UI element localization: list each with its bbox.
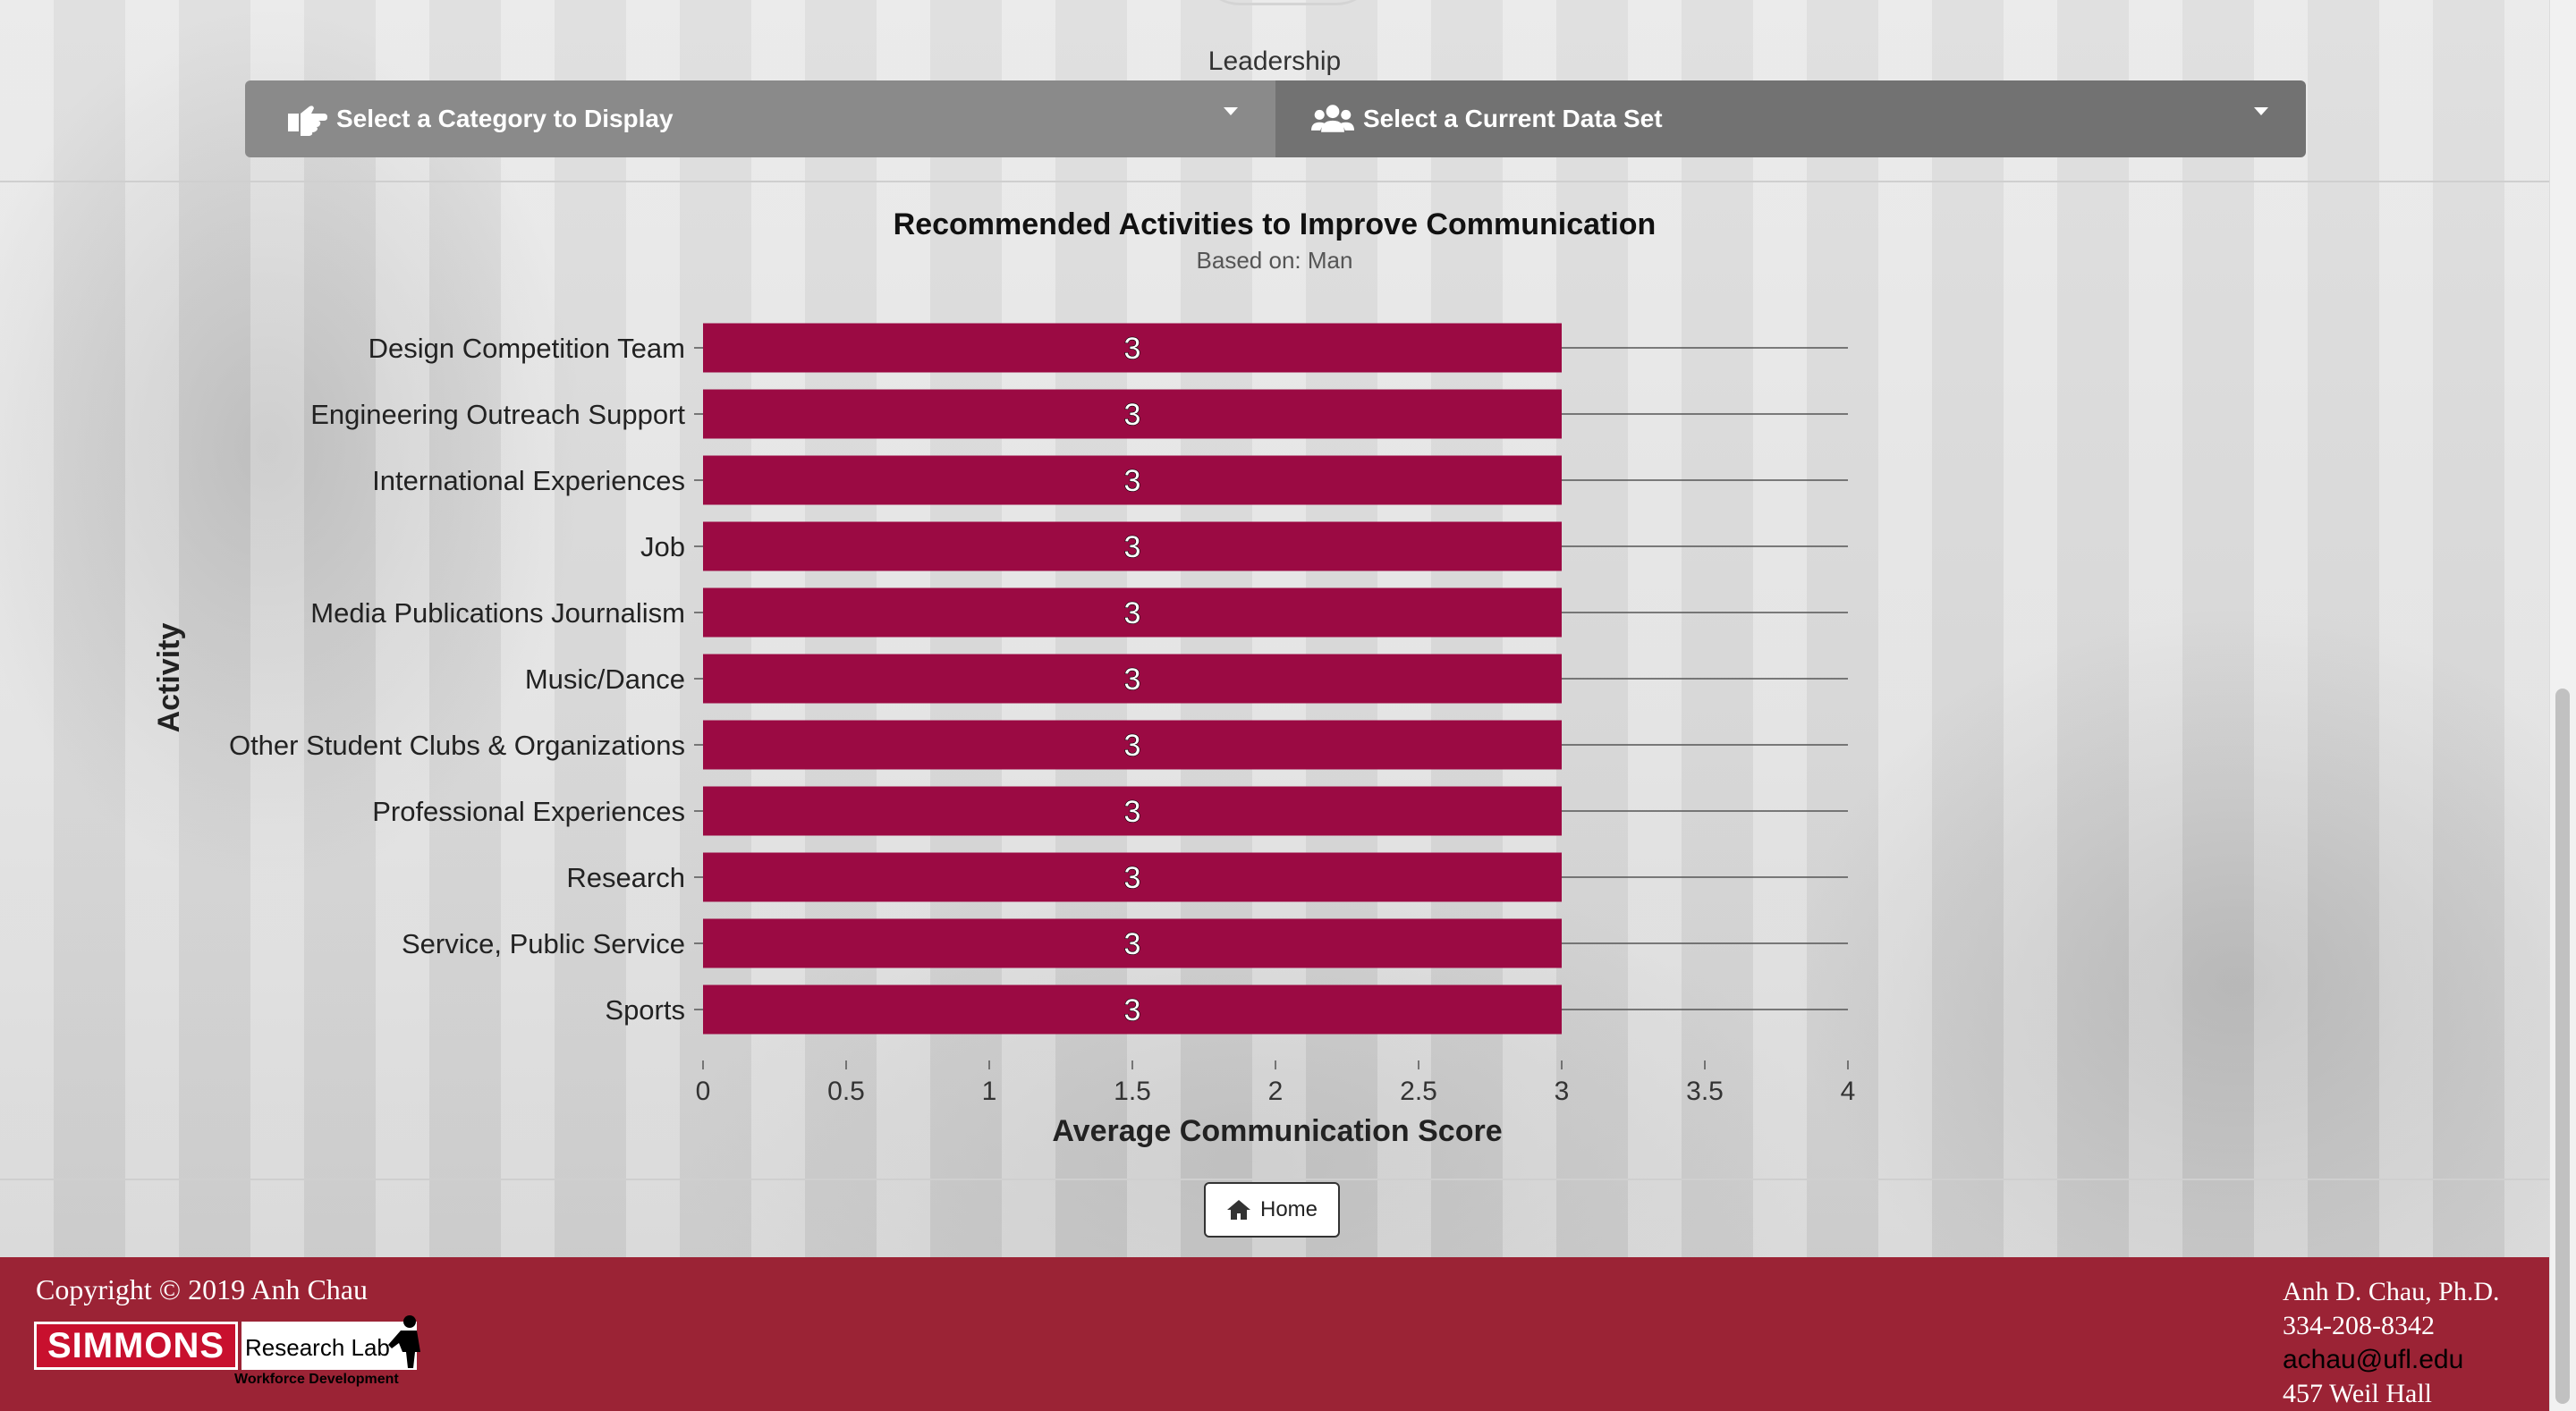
- x-tick-label: 1: [982, 1077, 997, 1106]
- scrollbar-thumb[interactable]: [2555, 689, 2570, 1404]
- person-icon: [388, 1315, 420, 1368]
- pointing-hand-icon: [288, 106, 327, 136]
- x-tick-label: 2: [1268, 1077, 1284, 1106]
- x-axis-title: Average Communication Score: [1052, 1114, 1502, 1148]
- bar-value-label: 3: [1124, 663, 1141, 697]
- category-label: Research: [566, 862, 685, 893]
- category-dropdown-label: Select a Category to Display: [336, 105, 674, 132]
- bar-value-label: 3: [1124, 332, 1141, 366]
- bar[interactable]: [703, 323, 1562, 373]
- bar[interactable]: [703, 587, 1562, 638]
- bar-value-label: 3: [1124, 530, 1141, 564]
- category-label: Design Competition Team: [369, 333, 685, 364]
- home-button-label: Home: [1259, 1197, 1318, 1221]
- logo-subtitle: Workforce Development: [234, 1372, 399, 1387]
- bar-value-label: 3: [1124, 729, 1141, 763]
- selector-bar: Select a Category to Display Select a Cu…: [245, 80, 2306, 157]
- category-dropdown[interactable]: Select a Category to Display: [245, 80, 1275, 157]
- contact-info: Anh D. Chau, Ph.D. 334-208-8342 achau@uf…: [2283, 1275, 2500, 1411]
- contact-phone: 334-208-8342: [2283, 1311, 2435, 1340]
- contact-email-link[interactable]: achau@ufl.edu: [2283, 1345, 2464, 1374]
- chart-subtitle: Based on: Man: [1196, 247, 1353, 274]
- category-label: Music/Dance: [525, 663, 685, 695]
- bar-value-label: 3: [1124, 398, 1141, 432]
- category-label: Sports: [605, 994, 685, 1026]
- bar[interactable]: [703, 455, 1562, 505]
- bar[interactable]: [703, 852, 1562, 902]
- bar[interactable]: [703, 984, 1562, 1035]
- footer: Copyright © 2019 Anh Chau SIMMONS Resear…: [0, 1257, 2549, 1411]
- bar-value-label: 3: [1124, 596, 1141, 630]
- logo-lab-name: Research Lab: [242, 1322, 417, 1370]
- category-label: International Experiences: [372, 465, 685, 496]
- users-icon: [1311, 105, 1354, 132]
- bar-value-label: 3: [1124, 795, 1141, 829]
- bar[interactable]: [703, 786, 1562, 836]
- chevron-down-icon: [2254, 107, 2268, 115]
- category-label: Other Student Clubs & Organizations: [229, 730, 685, 761]
- x-tick-label: 2.5: [1400, 1077, 1437, 1106]
- y-axis-title: Activity: [152, 623, 186, 733]
- category-label: Job: [640, 531, 685, 562]
- section-label: Leadership: [1208, 46, 1342, 76]
- bar[interactable]: [703, 918, 1562, 968]
- bar-chart: Design Competition Team Engineering Outre…: [152, 323, 1856, 1148]
- home-icon: [1226, 1200, 1250, 1220]
- contact-name: Anh D. Chau, Ph.D.: [2283, 1277, 2500, 1306]
- category-label: Service, Public Service: [402, 928, 685, 959]
- x-tick-label: 0: [696, 1077, 711, 1106]
- category-label: Media Publications Journalism: [310, 597, 685, 629]
- home-button[interactable]: Home: [1204, 1182, 1340, 1238]
- bar-value-label: 3: [1124, 927, 1141, 961]
- x-tick-label: 0.5: [827, 1077, 865, 1106]
- bar[interactable]: [703, 720, 1562, 770]
- simmons-lab-logo: SIMMONS Research Lab Workforce Developme…: [34, 1313, 445, 1402]
- copyright-text: Copyright © 2019 Anh Chau: [36, 1273, 368, 1305]
- bar[interactable]: [703, 521, 1562, 571]
- decorative-arc: [1199, 0, 1377, 5]
- divider: [0, 181, 2549, 182]
- chart-title: Recommended Activities to Improve Commun…: [893, 207, 1657, 241]
- logo-brand: SIMMONS: [34, 1322, 238, 1370]
- bar-value-label: 3: [1124, 993, 1141, 1027]
- category-label: Professional Experiences: [372, 796, 685, 827]
- contact-address: 457 Weil Hall: [2283, 1379, 2433, 1408]
- x-tick-label: 1.5: [1114, 1077, 1151, 1106]
- x-tick-label: 4: [1841, 1077, 1856, 1106]
- x-tick-label: 3: [1555, 1077, 1570, 1106]
- bar-value-label: 3: [1124, 464, 1141, 498]
- chevron-down-icon: [1224, 107, 1238, 115]
- bar[interactable]: [703, 654, 1562, 704]
- bar[interactable]: [703, 389, 1562, 439]
- dataset-dropdown[interactable]: Select a Current Data Set: [1275, 80, 2306, 157]
- divider: [0, 1179, 2549, 1180]
- dataset-dropdown-label: Select a Current Data Set: [1363, 105, 1663, 132]
- bar-value-label: 3: [1124, 861, 1141, 895]
- category-label: Engineering Outreach Support: [310, 399, 685, 430]
- x-tick-label: 3.5: [1686, 1077, 1724, 1106]
